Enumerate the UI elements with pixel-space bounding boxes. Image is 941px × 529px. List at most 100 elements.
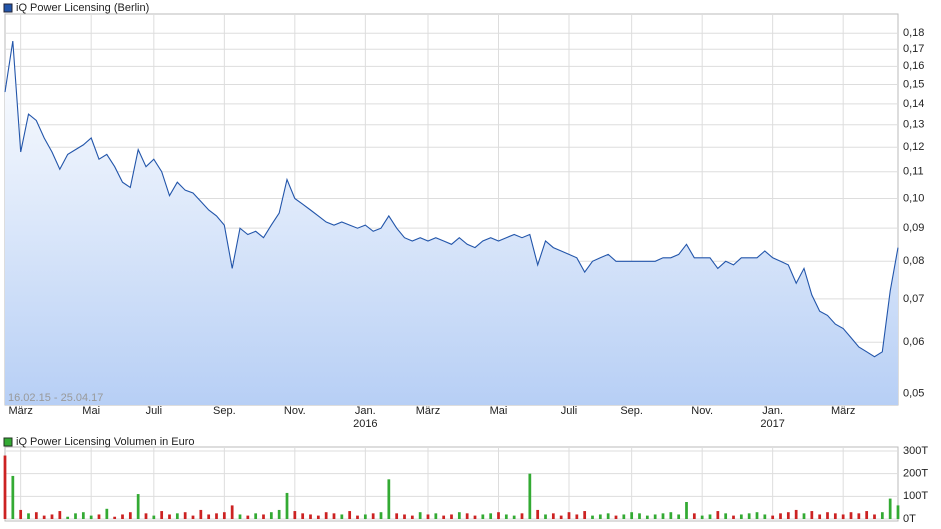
y-tick-label: 100T bbox=[903, 490, 928, 502]
x-tick-label: Juli bbox=[146, 405, 163, 417]
volume-bar bbox=[739, 514, 743, 519]
volume-bar bbox=[136, 494, 140, 519]
y-tick-label: 0,09 bbox=[903, 222, 924, 234]
x-tick-label: Nov. bbox=[284, 405, 306, 417]
volume-bar bbox=[645, 515, 649, 519]
volume-bar bbox=[42, 515, 46, 519]
volume-bar bbox=[865, 511, 869, 519]
volume-bar bbox=[340, 514, 344, 519]
volume-bar bbox=[324, 512, 328, 519]
volume-bar bbox=[152, 515, 156, 519]
volume-bar bbox=[277, 509, 281, 519]
volume-bar bbox=[269, 512, 273, 519]
volume-bar bbox=[794, 509, 798, 519]
volume-bar bbox=[363, 514, 367, 519]
volume-bar bbox=[841, 514, 845, 519]
volume-bar bbox=[606, 513, 610, 519]
y-tick-label: 0,12 bbox=[903, 141, 924, 153]
volume-bar bbox=[356, 515, 359, 519]
volume-bar bbox=[465, 513, 469, 519]
volume-bar bbox=[559, 515, 563, 519]
volume-bar bbox=[230, 505, 234, 519]
x-tick-label: Sep. bbox=[620, 405, 643, 417]
y-tick-label: 0,06 bbox=[903, 336, 924, 348]
volume-bar bbox=[708, 514, 712, 519]
volume-bar bbox=[160, 511, 164, 519]
volume-bar bbox=[700, 515, 704, 519]
volume-bar bbox=[685, 502, 688, 519]
x-tick-label: März bbox=[8, 405, 32, 417]
volume-bar bbox=[567, 512, 571, 519]
volume-bar bbox=[3, 455, 7, 519]
volume-bar bbox=[183, 512, 187, 519]
volume-bar bbox=[285, 492, 289, 519]
volume-bar bbox=[418, 512, 422, 519]
volume-bar bbox=[379, 512, 383, 519]
volume-bar bbox=[348, 511, 352, 519]
volume-bar bbox=[818, 514, 822, 519]
x-tick-label: Juli bbox=[561, 405, 578, 417]
volume-bar bbox=[520, 513, 524, 519]
x-tick-label: Jan. bbox=[762, 405, 783, 417]
x-tick-label: Nov. bbox=[691, 405, 713, 417]
volume-bar bbox=[128, 512, 132, 519]
y-tick-label: 0,18 bbox=[903, 27, 924, 39]
volume-bar bbox=[512, 515, 516, 519]
volume-bar bbox=[254, 513, 258, 519]
volume-bar bbox=[301, 513, 305, 519]
y-tick-label: 0,15 bbox=[903, 78, 924, 90]
volume-bar bbox=[403, 514, 406, 519]
volume-bar bbox=[457, 512, 461, 519]
volume-bar bbox=[113, 516, 117, 519]
volume-bar bbox=[27, 513, 30, 519]
x-tick-label: März bbox=[831, 405, 855, 417]
y-tick-label: 200T bbox=[903, 468, 928, 480]
legend-swatch bbox=[3, 3, 13, 13]
volume-bar bbox=[473, 515, 477, 519]
volume-bar bbox=[105, 508, 109, 519]
x-tick-label: Mai bbox=[82, 405, 100, 417]
volume-bar bbox=[144, 513, 148, 519]
volume-bar bbox=[293, 511, 297, 519]
volume-bar bbox=[238, 514, 242, 519]
y-tick-label: 0,14 bbox=[903, 98, 924, 110]
volume-bar bbox=[692, 513, 696, 519]
volume-bar bbox=[888, 498, 892, 519]
volume-bar bbox=[826, 512, 829, 519]
volume-bar bbox=[215, 513, 218, 519]
y-tick-label: 0,13 bbox=[903, 119, 924, 131]
volume-bar bbox=[833, 513, 837, 519]
y-tick-label: 0,05 bbox=[903, 387, 924, 399]
volume-bar bbox=[450, 514, 453, 519]
area-fill bbox=[5, 41, 898, 405]
x-tick-label: März bbox=[416, 405, 440, 417]
volume-bar bbox=[771, 515, 775, 519]
volume-bar bbox=[504, 514, 508, 519]
y-tick-label: 0,11 bbox=[903, 166, 924, 178]
volume-bar bbox=[222, 512, 226, 519]
volume-bar bbox=[536, 509, 540, 519]
volume-bar bbox=[168, 514, 171, 519]
volume-bar bbox=[661, 513, 665, 519]
volume-bar bbox=[34, 512, 38, 519]
volume-bar bbox=[528, 473, 532, 519]
volume-bar bbox=[598, 514, 602, 519]
x-tick-label: Jan. bbox=[355, 405, 376, 417]
volume-bar bbox=[747, 513, 751, 519]
x-tick-label: Sep. bbox=[213, 405, 236, 417]
volume-bar bbox=[614, 515, 618, 519]
volume-bar bbox=[755, 512, 759, 519]
volume-bar bbox=[66, 516, 70, 519]
x-year-label: 2017 bbox=[760, 418, 784, 430]
volume-bar bbox=[434, 513, 438, 519]
date-range: 16.02.15 - 25.04.17 bbox=[8, 392, 103, 404]
chart-title: iQ Power Licensing (Berlin) bbox=[16, 2, 149, 14]
y-tick-label: 0,16 bbox=[903, 60, 924, 72]
chart-title: iQ Power Licensing Volumen in Euro bbox=[16, 436, 195, 448]
volume-bar bbox=[763, 514, 767, 519]
volume-bar bbox=[81, 512, 85, 519]
volume-bar bbox=[199, 509, 203, 519]
y-tick-label: 0T bbox=[903, 513, 916, 525]
legend-swatch bbox=[3, 437, 13, 447]
volume-bar bbox=[622, 514, 626, 519]
